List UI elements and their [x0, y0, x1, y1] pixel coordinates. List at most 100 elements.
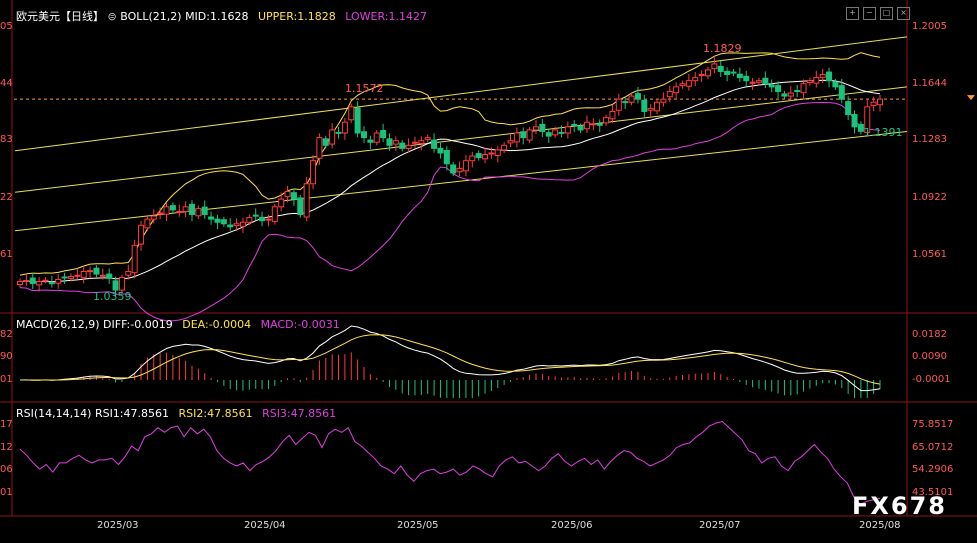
- candle-body: [870, 101, 877, 107]
- candle-body: [685, 80, 692, 87]
- candle-body: [603, 117, 610, 124]
- candle-body: [36, 280, 43, 286]
- low-annotation-2: 1.1391: [864, 126, 903, 139]
- candle-body: [469, 155, 476, 162]
- zoom-out-icon[interactable]: −: [863, 7, 876, 20]
- candle-body: [838, 85, 845, 100]
- maximize-icon[interactable]: □: [880, 7, 893, 20]
- candle-body: [138, 224, 145, 245]
- candle-body: [654, 101, 661, 112]
- candle-body: [150, 215, 157, 220]
- candle-body: [692, 77, 699, 82]
- candle-body: [590, 123, 597, 126]
- close-icon[interactable]: ×: [897, 7, 910, 20]
- candle-body: [418, 140, 425, 144]
- candle-body: [80, 270, 87, 279]
- candle-body: [208, 216, 215, 220]
- candle-body: [399, 142, 406, 149]
- candle-body: [615, 98, 622, 111]
- macd-dea-value: DEA:-0.0004: [182, 318, 252, 331]
- candle-body: [335, 131, 342, 134]
- candle-body: [628, 95, 635, 103]
- candle-body: [558, 131, 565, 134]
- macd-tick-left-1: 90: [0, 351, 13, 362]
- candle-body: [55, 278, 62, 284]
- candle-body: [533, 126, 539, 131]
- candle-body: [596, 123, 603, 126]
- date-label-5: 2025/08: [859, 520, 901, 531]
- rsi-tick-left-0: 17: [0, 419, 13, 430]
- candle-body: [380, 130, 387, 139]
- candle-body: [456, 167, 463, 173]
- price-tick-left-4: 61: [0, 249, 13, 260]
- candle-body: [755, 80, 762, 83]
- candle-body: [99, 274, 106, 277]
- candle-body: [781, 93, 788, 97]
- candle-body: [106, 273, 113, 279]
- candle-body: [730, 71, 737, 74]
- candle-body: [475, 153, 482, 159]
- rsi-header: RSI(14,14,14) RSI1:47.8561 RSI2:47.8561 …: [16, 407, 336, 420]
- candle-body: [112, 280, 119, 291]
- candle-body: [583, 121, 590, 130]
- boll-mid-value: MID:1.1628: [185, 10, 249, 23]
- candle-body: [176, 210, 183, 213]
- channel-line-mid: [14, 86, 908, 193]
- candle-body: [17, 280, 23, 286]
- candle-body: [163, 206, 170, 215]
- candle-body: [157, 212, 164, 215]
- candle-body: [424, 137, 431, 140]
- candle-body: [564, 126, 571, 134]
- candle-body: [794, 90, 801, 93]
- instrument-title: 欧元美元【日线】 ⊜ BOLL(21,2) MID:1.1628 UPPER:1…: [16, 8, 427, 24]
- candle-body: [800, 83, 807, 94]
- high-annotation-2: 1.1572: [345, 82, 384, 95]
- candle-body: [641, 99, 648, 112]
- boll-upper-value: UPPER:1.1828: [257, 10, 336, 23]
- candle-body: [634, 93, 641, 100]
- candle-body: [93, 267, 100, 275]
- candle-body: [386, 138, 393, 146]
- candle-body: [392, 140, 399, 145]
- settings-icon[interactable]: ⊜: [107, 10, 117, 23]
- date-label-4: 2025/07: [699, 520, 741, 531]
- candle-body: [303, 183, 310, 218]
- candle-body: [806, 80, 813, 84]
- candle-body: [341, 121, 348, 134]
- price-tick-left-0: 05: [0, 21, 13, 32]
- candle-body: [431, 139, 438, 149]
- candle-body: [743, 75, 750, 82]
- rsi-tick-left-1: 12: [0, 442, 13, 453]
- channel-line-top: [14, 36, 908, 152]
- candle-body: [23, 280, 30, 283]
- zoom-in-icon[interactable]: +: [846, 7, 859, 20]
- candle-body: [278, 198, 285, 208]
- candle-body: [361, 131, 367, 139]
- candle-body: [819, 74, 826, 79]
- rsi2-value: RSI2:47.8561: [178, 407, 253, 420]
- candle-body: [265, 218, 272, 221]
- boll-lower-value: LOWER:1.1427: [345, 10, 427, 23]
- boll-label: BOLL(21,2): [120, 10, 182, 23]
- candle-body: [125, 270, 132, 276]
- date-label-1: 2025/04: [244, 520, 286, 531]
- candle-body: [322, 138, 329, 146]
- price-tick-1: 1.1644: [912, 78, 947, 89]
- candle-body: [271, 206, 278, 223]
- candle-body: [290, 192, 297, 200]
- candle-body: [666, 90, 673, 98]
- boll-mid-line: [19, 79, 881, 283]
- candle-body: [246, 217, 253, 223]
- candle-body: [851, 114, 858, 128]
- candle-body: [29, 277, 36, 285]
- candle-body: [698, 74, 705, 77]
- candle-body: [857, 123, 864, 132]
- price-tick-2: 1.1283: [912, 134, 947, 145]
- rsi3-value: RSI3:47.8561: [262, 407, 337, 420]
- candle-body: [826, 71, 833, 82]
- candle-body: [717, 65, 724, 72]
- price-tick-3: 1.0922: [912, 192, 947, 203]
- rsi-line: [19, 420, 881, 505]
- candle-body: [539, 123, 546, 132]
- low-annotation-1: 1.0359: [93, 290, 132, 303]
